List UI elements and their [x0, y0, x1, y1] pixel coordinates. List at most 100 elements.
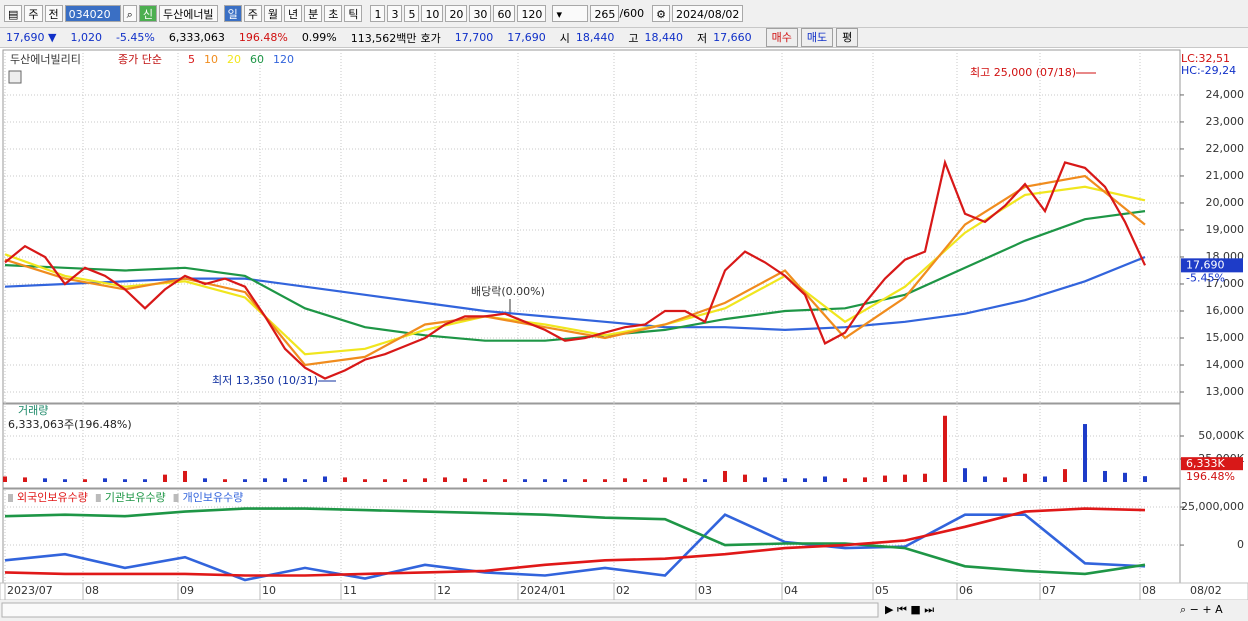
legend-swatch [95, 494, 101, 502]
quote-label: 호가 [420, 31, 441, 45]
interval-button[interactable]: 5 [404, 5, 420, 22]
low: 17,660 [713, 31, 752, 44]
volume-bar [863, 477, 867, 482]
lc-label: LC:32,51 [1181, 52, 1230, 65]
y-tick-label: 22,000 [1206, 142, 1245, 155]
x-tick-label: 08 [1142, 584, 1156, 597]
tool-icon[interactable]: ⚙ [652, 5, 671, 22]
amount: 113,562백만 [350, 31, 417, 45]
date[interactable]: 2024/08/02 [672, 5, 744, 22]
new-badge: 신 [138, 5, 157, 22]
stock-label: 두산에너빌리티 [10, 53, 81, 66]
high-label: 고 [628, 31, 639, 45]
zoom-controls[interactable]: ⌕ − + A [1180, 603, 1223, 616]
volume-bar [983, 476, 987, 482]
x-tick-label: 05 [875, 584, 889, 597]
change: 1,020 [70, 31, 102, 44]
volume-bar [443, 477, 447, 482]
indicator-label: 종가 단순 [118, 53, 162, 66]
interval-button[interactable]: 3 [387, 5, 403, 22]
period-button[interactable]: 틱 [344, 5, 363, 22]
volume-bar [563, 479, 567, 482]
calc-icon[interactable] [8, 70, 22, 84]
volume-bar [1023, 473, 1027, 482]
interval-button[interactable]: 1 [370, 5, 386, 22]
period-button[interactable]: 분 [304, 5, 323, 22]
buy-button[interactable]: 매수 [765, 28, 798, 47]
last-volume: 6,333K [1186, 457, 1225, 470]
interval-button[interactable]: 120 [517, 5, 547, 22]
interval-button[interactable]: 30 [469, 5, 492, 22]
interval-button[interactable]: 20 [445, 5, 468, 22]
y-tick-label: 24,000 [1206, 88, 1245, 101]
volume-bar [643, 479, 647, 482]
bid: 17,690 [507, 31, 546, 44]
volume-bar [1003, 477, 1007, 482]
volume-bar [523, 479, 527, 482]
volume-bar [803, 478, 807, 482]
volume-title: 거래량 [18, 404, 48, 417]
dividend-label: 배당락(0.00%) [471, 285, 545, 298]
legend-item: 20 [227, 53, 241, 66]
volume-bar [723, 470, 727, 482]
intervals: 1 3 5 10 20 30 60 120 [370, 5, 548, 22]
volume-bar [583, 479, 587, 482]
code-input[interactable]: 034020 [64, 5, 121, 22]
period-button[interactable]: 년 [283, 5, 303, 22]
series-line [4, 255, 1146, 332]
series-line [4, 185, 1146, 356]
high: 18,440 [644, 31, 684, 44]
volume-bar [143, 479, 147, 482]
menu-icon[interactable]: ▤ [4, 5, 23, 22]
period-button[interactable]: 일 [223, 5, 242, 22]
last-price: 17,690 [1186, 258, 1225, 271]
volume-bar [163, 474, 167, 482]
volume-bar [323, 476, 327, 482]
avg-button[interactable]: 평 [836, 28, 859, 47]
volume-bar [943, 415, 947, 482]
period-button[interactable]: 주 [243, 5, 262, 22]
volume-bar [1143, 476, 1147, 482]
price-pane [2, 49, 1181, 404]
scrollbar[interactable] [1, 602, 879, 618]
y-tick-label: 19,000 [1206, 223, 1245, 236]
volume-bar [1103, 470, 1107, 482]
volume-bar [783, 478, 787, 482]
last-volume-ratio: 196.48% [1186, 470, 1235, 483]
volume-bar [43, 478, 47, 482]
volume-bar [903, 474, 907, 482]
legend-item: 개인보유수량 [183, 491, 244, 504]
range-button[interactable]: 전 [44, 5, 63, 22]
volume-bar [183, 470, 187, 482]
x-tick-label: 10 [262, 584, 276, 597]
series-line [4, 210, 1146, 342]
period-button[interactable]: 초 [324, 5, 343, 22]
volume-bar [63, 479, 67, 482]
x-tick-label: 09 [180, 584, 194, 597]
x-tick-label: 03 [698, 584, 712, 597]
market-select[interactable]: 주 [24, 5, 43, 22]
series-line [4, 507, 1146, 576]
search-icon[interactable]: ⌕ [122, 5, 137, 22]
period-button[interactable]: 월 [263, 5, 282, 22]
volume-bar [883, 475, 887, 482]
legend-item: 외국인보유수량 [17, 491, 88, 504]
volume-bar [623, 478, 627, 482]
y-tick-label: 21,000 [1206, 169, 1245, 182]
blank-select[interactable]: ▾ [552, 5, 589, 22]
volume-bar [463, 478, 467, 482]
volume-bar [963, 468, 967, 482]
interval-button[interactable]: 10 [421, 5, 444, 22]
scroll-controls[interactable]: ▶ ⏮ ■ ⏭ [885, 603, 934, 616]
volume-bar [243, 479, 247, 482]
ask: 17,700 [454, 31, 494, 44]
interval-button[interactable]: 60 [493, 5, 516, 22]
count[interactable]: 265 [590, 5, 620, 22]
y-tick-label: 0 [1237, 538, 1244, 551]
max-label: 최고 25,000 (07/18) [970, 66, 1076, 79]
sell-button[interactable]: 매도 [800, 28, 834, 47]
x-tick-label: 2023/07 [7, 584, 53, 597]
y-tick-label: 20,000 [1206, 196, 1245, 209]
y-tick-label: 15,000 [1206, 331, 1245, 344]
